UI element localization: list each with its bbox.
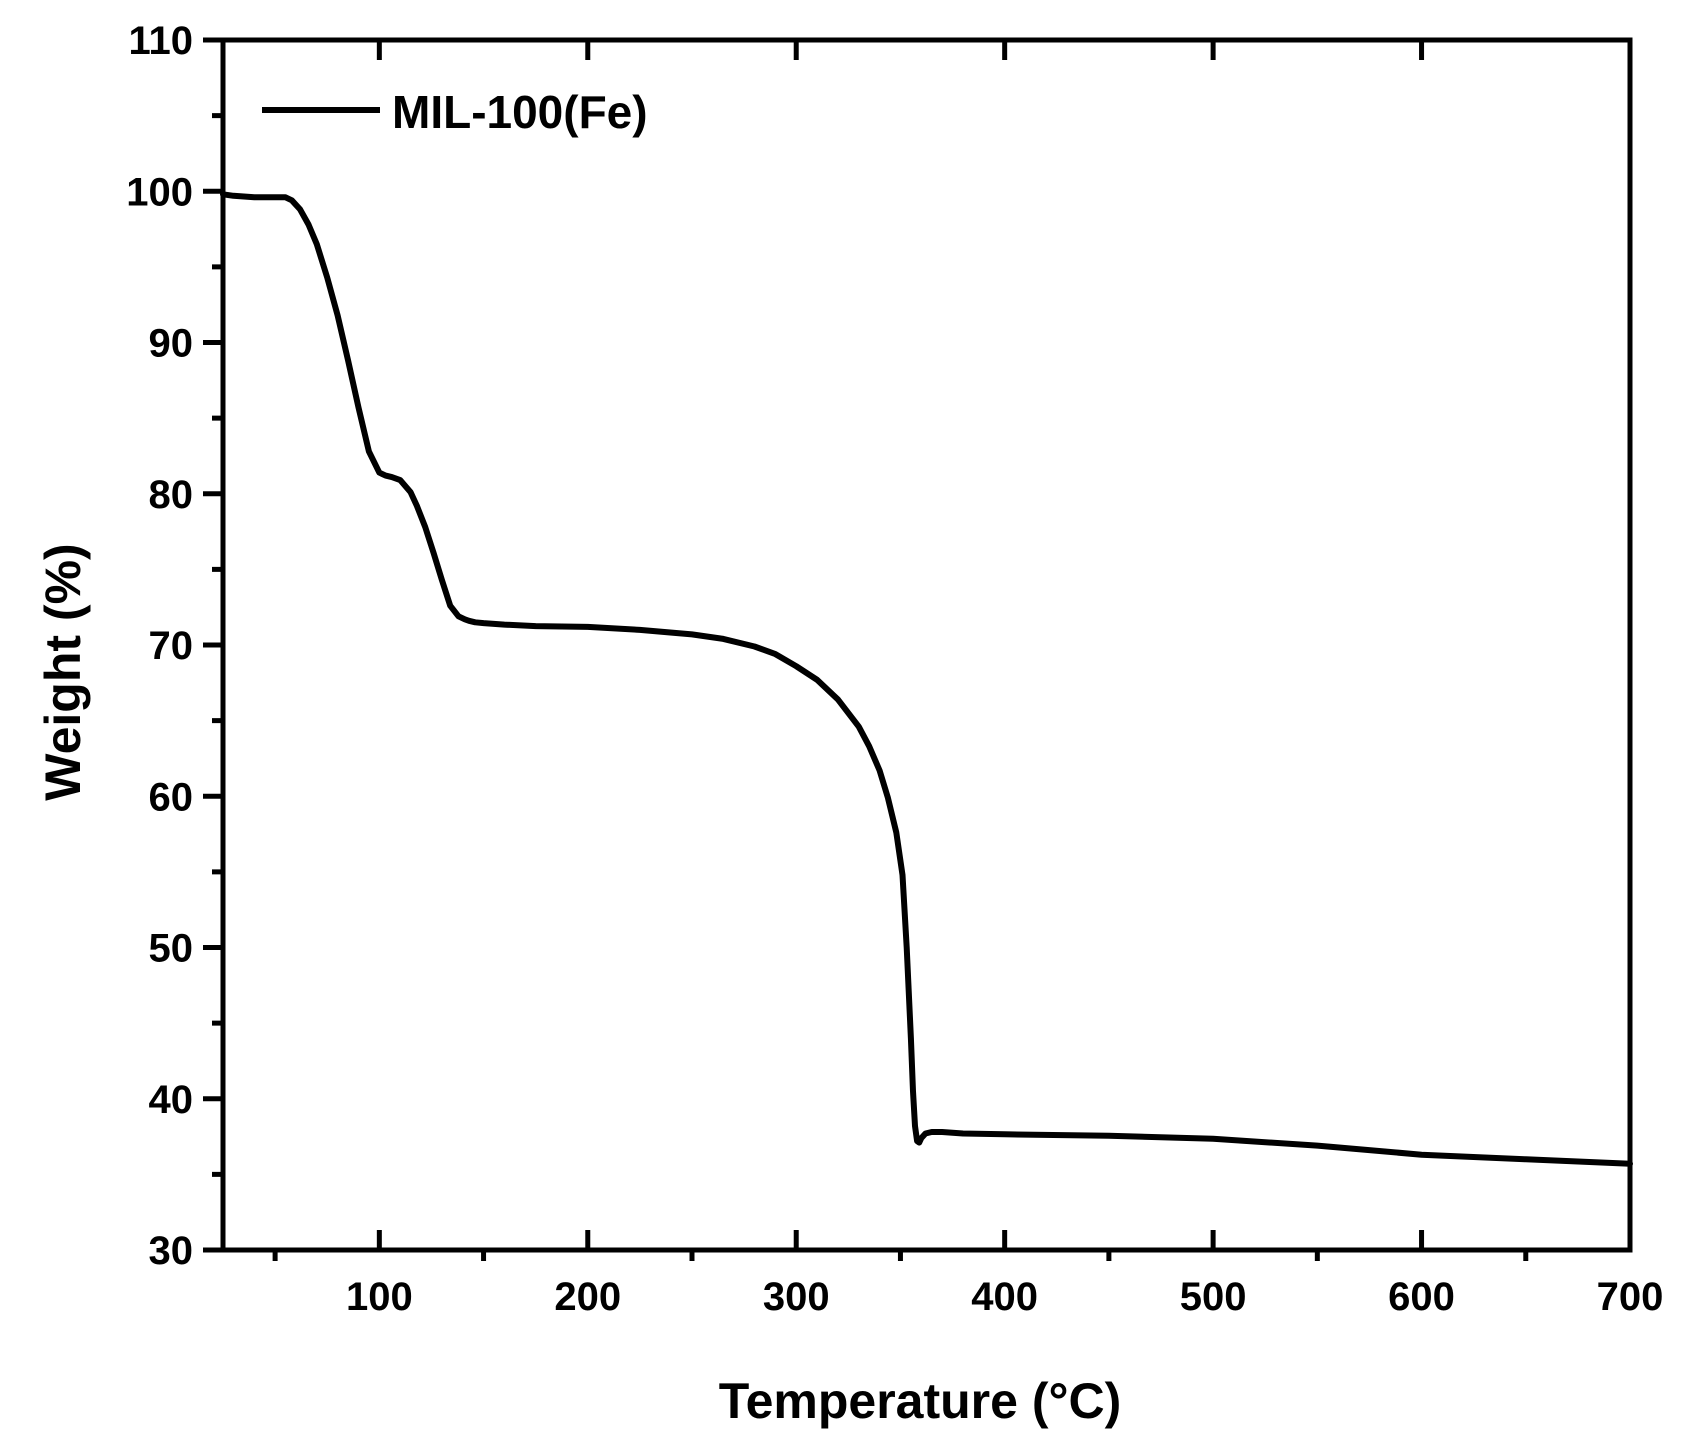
x-tick-label: 300	[763, 1275, 830, 1319]
y-tick-label: 110	[128, 19, 193, 63]
x-tick-label: 500	[1180, 1275, 1247, 1319]
y-tick-label: 80	[149, 473, 194, 517]
y-axis-title: Weight (%)	[35, 543, 91, 800]
y-tick-label: 90	[149, 322, 194, 366]
y-tick-labels: 30 40 50 60 70 80 90 100 110	[126, 19, 193, 1273]
x-axis-title: Temperature (°C)	[719, 1373, 1121, 1429]
plot-frame	[220, 37, 1633, 1253]
x-tick-label: 200	[554, 1275, 621, 1319]
x-tick-label: 700	[1597, 1275, 1664, 1319]
legend-label: MIL-100(Fe)	[392, 86, 648, 138]
y-tick-label: 100	[126, 170, 193, 214]
x-tick-labels: 100 200 300 400 500 600 700	[346, 1275, 1663, 1319]
y-tick-label: 60	[149, 775, 194, 819]
y-tick-label: 30	[149, 1229, 194, 1273]
legend: MIL-100(Fe)	[262, 86, 648, 138]
x-tick-label: 400	[971, 1275, 1038, 1319]
y-tick-label: 70	[149, 624, 194, 668]
x-tick-label: 600	[1388, 1275, 1455, 1319]
series-line-mil-100-fe	[220, 191, 1633, 1167]
x-tick-label: 100	[346, 1275, 413, 1319]
y-tick-label: 50	[149, 927, 194, 971]
axis-ticks	[203, 37, 1633, 1261]
y-tick-label: 40	[149, 1078, 194, 1122]
